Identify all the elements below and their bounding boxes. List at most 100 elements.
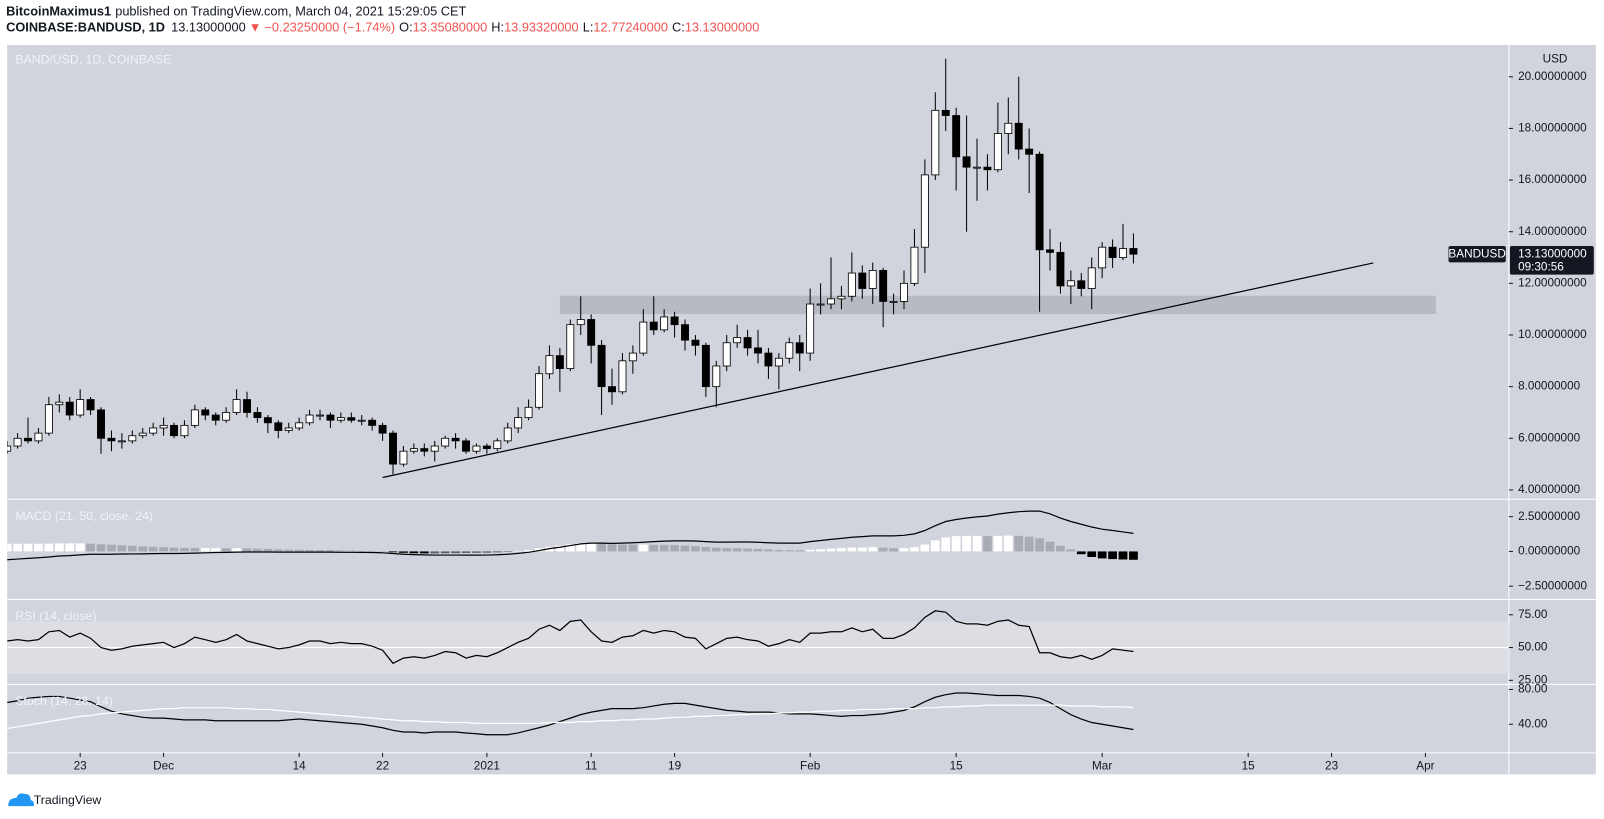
- histogram-bar: [1087, 551, 1097, 557]
- histogram-bar: [242, 548, 252, 552]
- candle-body: [1056, 251, 1065, 287]
- histogram-bar: [753, 548, 763, 552]
- histogram-bar: [910, 547, 919, 552]
- candle-body: [774, 357, 783, 367]
- last-price: 13.13000000: [171, 20, 246, 35]
- histogram-bar: [680, 545, 690, 552]
- histogram-bar: [1024, 536, 1034, 552]
- histogram-bar: [1129, 551, 1138, 560]
- candle-body: [691, 339, 700, 346]
- candle-body: [1108, 246, 1117, 258]
- histogram-bar: [169, 547, 179, 552]
- candle-body: [107, 437, 116, 442]
- candle-body: [190, 409, 199, 426]
- histogram-bar: [346, 550, 356, 552]
- trendline: [382, 262, 1374, 479]
- candle-body: [743, 337, 752, 349]
- symbol-tag: [1448, 245, 1506, 263]
- y-tick-label: 0.00000000: [1518, 545, 1581, 558]
- candle-body: [920, 174, 929, 248]
- x-tick-label: Mar: [1092, 759, 1112, 772]
- histogram-bar: [784, 550, 794, 552]
- candle-body: [222, 412, 231, 421]
- indicator-title: MACD (21, 50, close, 24): [15, 509, 153, 523]
- candle-body: [566, 324, 575, 369]
- histogram-bar: [534, 548, 544, 552]
- histogram-bar: [232, 548, 241, 552]
- candle-body: [847, 272, 856, 297]
- histogram-bar: [148, 546, 158, 552]
- x-tick-label: Apr: [1416, 759, 1434, 772]
- histogram-bar: [618, 544, 627, 552]
- logo-cloud: [8, 793, 34, 807]
- candle-body: [503, 427, 512, 442]
- histogram-bar: [701, 546, 711, 552]
- histogram-bar: [482, 551, 492, 553]
- histogram-bar: [857, 547, 867, 552]
- candle-body: [900, 282, 908, 302]
- histogram-bar: [211, 548, 221, 552]
- histogram-bar: [899, 548, 909, 552]
- histogram-bar: [294, 549, 304, 552]
- candle-body: [973, 166, 981, 169]
- histogram-bar: [920, 544, 930, 552]
- pane: [7, 510, 1138, 561]
- candle-body: [170, 424, 178, 437]
- x-tick-label: 15: [950, 759, 964, 772]
- candle-body: [764, 352, 773, 367]
- y-tick-label: 4.00000000: [1518, 483, 1581, 496]
- histogram-bar: [764, 549, 773, 552]
- y-tick-label: 18.00000000: [1518, 122, 1587, 135]
- candle-body: [576, 319, 585, 326]
- y-tick-label: 12.00000000: [1518, 276, 1587, 289]
- histogram-bar: [367, 551, 377, 552]
- candle-body: [7, 445, 12, 452]
- candle-body: [243, 399, 251, 413]
- candle-body: [941, 109, 950, 116]
- candle-body: [326, 414, 335, 421]
- histogram-bar: [1003, 535, 1013, 552]
- histogram-bar: [805, 549, 815, 552]
- ohlc-key: H:: [491, 20, 504, 35]
- candle-body: [649, 321, 658, 331]
- indicator-line: [7, 510, 1134, 561]
- histogram-bar: [1076, 551, 1086, 555]
- candle-body: [295, 422, 304, 429]
- candle-body: [441, 437, 450, 447]
- change: −0.23250000 (−1.74%): [264, 20, 395, 35]
- candle-body: [211, 414, 220, 421]
- histogram-bar: [513, 551, 523, 552]
- histogram-bar: [315, 550, 325, 552]
- y-tick-label: 25.00: [1518, 673, 1548, 686]
- candle-body: [670, 316, 679, 326]
- candle-body: [482, 445, 491, 450]
- candle-body: [368, 419, 377, 426]
- histogram-bar: [565, 544, 575, 552]
- histogram-bar: [127, 545, 137, 552]
- histogram-bar: [86, 543, 95, 552]
- histogram-bar: [774, 549, 784, 552]
- candle-body: [910, 246, 919, 284]
- candle-body: [785, 342, 794, 359]
- histogram-bar: [1014, 535, 1024, 552]
- histogram-bar: [868, 547, 878, 552]
- histogram-bar: [711, 547, 721, 552]
- candle-body: [201, 409, 210, 416]
- ohlc-value: 12.77240000: [593, 20, 668, 35]
- y-axis-label: USD: [1543, 52, 1568, 65]
- histogram-bar: [1045, 541, 1055, 552]
- histogram-bar: [826, 548, 836, 552]
- candle-body: [1066, 280, 1075, 287]
- candle-body: [65, 401, 74, 416]
- histogram-bar: [795, 550, 805, 552]
- histogram-bar: [889, 548, 898, 552]
- symbol-line: COINBASE:BANDUSD, 1D 13.13000000 ▼ −0.23250…: [6, 20, 759, 35]
- candle-body: [86, 399, 95, 411]
- candle-body: [608, 386, 616, 393]
- y-tick-label: 2.50000000: [1518, 510, 1581, 523]
- candle-body: [55, 401, 64, 406]
- candle-body: [305, 414, 314, 424]
- histogram-bar: [691, 546, 700, 552]
